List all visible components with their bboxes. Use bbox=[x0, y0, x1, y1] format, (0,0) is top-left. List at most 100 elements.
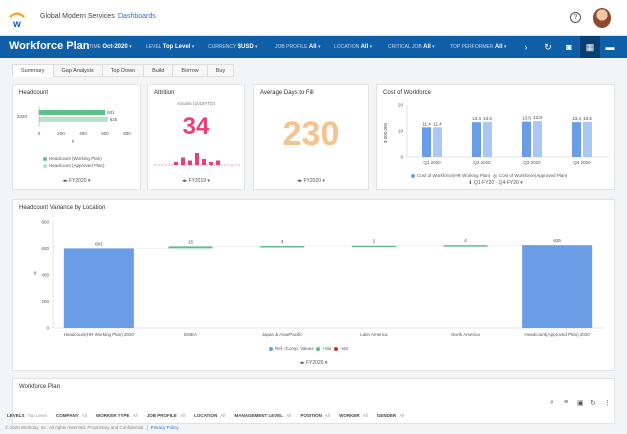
headcount-legend-approved: Headcount (Approved Plan) bbox=[43, 163, 105, 168]
cost-bar-value: 13.6 bbox=[522, 116, 531, 121]
variance-ytick-label: 600 bbox=[41, 246, 49, 251]
save-icon[interactable]: ▣ bbox=[577, 400, 584, 407]
attrition-period-selector[interactable]: ◂▸ FY2019 ▾ bbox=[182, 178, 210, 184]
search-icon[interactable]: ⌕ bbox=[550, 399, 554, 406]
cost-bar-value: 13.4 bbox=[572, 116, 581, 121]
dashboards-link[interactable]: Dashboards bbox=[118, 13, 156, 20]
filter-worker-type[interactable]: WORKER TYPE All bbox=[96, 413, 138, 418]
attrition-sparkline bbox=[154, 153, 240, 166]
headcount-approved-bar bbox=[39, 117, 108, 122]
top-performer-filter[interactable]: TOP PERFORMER All ▾ bbox=[450, 44, 507, 50]
variance-legend: Ref. /Comp. Values +Var -Var bbox=[269, 346, 348, 351]
workforce-plan-filters: LEVELS Top Level COMPANY All WORKER TYPE Al… bbox=[7, 413, 412, 418]
filter-location[interactable]: LOCATION All bbox=[194, 413, 226, 418]
attrition-title: Attrition bbox=[154, 90, 175, 96]
page-footer: © 2020 Workday, Inc. All rights reserved… bbox=[5, 425, 179, 430]
folder-icon[interactable]: ▬ bbox=[605, 42, 615, 52]
headcount-title: Headcount bbox=[19, 90, 49, 96]
days-to-fill-period-selector[interactable]: ◂▸ FY2020 ▾ bbox=[297, 178, 325, 184]
copyright-text: © 2020 Workday, Inc. All rights reserved… bbox=[5, 425, 145, 430]
dashboard-nav-bar: Workforce Plan TIME Oct-2020 ▾ LEVEL Top… bbox=[0, 36, 627, 58]
top-bar: w Global Modern Services Dashboards ? bbox=[0, 0, 627, 36]
variance-bar bbox=[443, 245, 488, 247]
headcount-period-selector[interactable]: ◂▸ FY2020 ▾ bbox=[62, 178, 91, 184]
critical-job-filter[interactable]: CRITICAL JOB All ▾ bbox=[388, 44, 435, 50]
cost-category-label: Q4 2020 bbox=[573, 160, 591, 165]
currency-filter[interactable]: CURRENCY $USD ▾ bbox=[208, 44, 258, 50]
headcount-tick-label: 800 bbox=[123, 131, 131, 136]
filter-job-profile[interactable]: JOB PROFILE All bbox=[146, 413, 185, 418]
variance-bar-value: 3 bbox=[281, 239, 284, 244]
cost-bar-value: 13.5 bbox=[483, 116, 492, 121]
attrition-bar bbox=[181, 157, 185, 165]
cost-bar-value: 13.5 bbox=[583, 116, 592, 121]
variance-period-selector[interactable]: ◂▸ FY2020 ▾ bbox=[299, 360, 328, 366]
variance-bar-value: 625 bbox=[553, 238, 561, 243]
cost-ylabel: $ 000,000 bbox=[383, 122, 388, 143]
headcount-tick-label: 600 bbox=[101, 131, 109, 136]
filter-position[interactable]: POSITION All bbox=[300, 413, 330, 418]
more-options-icon[interactable]: ⋮ bbox=[604, 400, 611, 407]
camera-icon[interactable]: ◙ bbox=[566, 42, 572, 52]
filter-icon[interactable]: ≡ bbox=[564, 399, 569, 406]
cost-ytick-label: 10 bbox=[398, 129, 404, 134]
cost-bar bbox=[583, 121, 592, 157]
cost-bar bbox=[533, 121, 542, 157]
cost-bar bbox=[472, 122, 481, 157]
variance-category-label: North America bbox=[451, 332, 480, 337]
variance-category-label: Headcount(HR Working Plan) 2020 bbox=[64, 332, 135, 337]
help-icon[interactable]: ? bbox=[570, 12, 581, 23]
variance-bar-value: 15 bbox=[188, 239, 194, 244]
cost-legend: Cost of Workforce(HR Working Plan) Cost … bbox=[411, 173, 567, 178]
headcount-tick-label: 400 bbox=[79, 131, 87, 136]
headcount-chart: 2020 601 625 0 200 400 600 800 # bbox=[17, 106, 131, 144]
tab-buy[interactable]: Buy bbox=[206, 64, 235, 77]
attrition-card: Attrition Actuals (2019YTD) 34 ◂▸ FY2019… bbox=[147, 84, 245, 190]
attrition-bar bbox=[202, 159, 206, 165]
filter-gender[interactable]: GENDER All bbox=[376, 413, 405, 418]
headcount-tick-label: 0 bbox=[38, 131, 41, 136]
workforce-plan-title: Workforce Plan bbox=[19, 384, 60, 390]
filter-management-level[interactable]: MANAGEMENT LEVEL All bbox=[234, 413, 292, 418]
headcount-legend-working: Headcount (Working Plan) bbox=[43, 156, 102, 161]
privacy-policy-link[interactable]: Privacy Policy bbox=[150, 425, 179, 430]
variance-bar bbox=[351, 245, 396, 248]
tab-summary[interactable]: Summary bbox=[12, 64, 54, 77]
tab-top-down[interactable]: Top Down bbox=[101, 64, 145, 77]
level-filter[interactable]: LEVEL Top Level ▾ bbox=[146, 44, 195, 50]
filter-company[interactable]: COMPANY All bbox=[56, 413, 87, 418]
tab-gap-analysis[interactable]: Gap Analysis bbox=[52, 64, 103, 77]
cost-period-selector[interactable]: ⬇ Q1-FY20 - Q4-FY20 ▾ bbox=[468, 180, 523, 186]
cost-category-label: Q3 2020 bbox=[523, 160, 541, 165]
workday-logo-icon: w bbox=[9, 12, 25, 28]
days-to-fill-value: 230 bbox=[282, 115, 340, 153]
avatar[interactable] bbox=[593, 8, 611, 28]
grid-view-icon[interactable]: ▦ bbox=[580, 36, 600, 58]
cost-bar bbox=[483, 121, 492, 157]
page-title: Workforce Plan bbox=[9, 40, 90, 52]
cost-of-workforce-card: Cost of Workforce $ 000,000 20 10 0 11.4 11.4… bbox=[376, 84, 615, 190]
tab-borrow[interactable]: Borrow bbox=[172, 64, 208, 77]
svg-text:w: w bbox=[12, 19, 21, 28]
tab-bar: Summary Gap Analysis Top Down Build Borr… bbox=[12, 64, 235, 77]
variance-card: Headcount Variance by Location #800 600 40… bbox=[12, 199, 615, 371]
company-name: Global Modern Services bbox=[40, 13, 115, 20]
time-filter[interactable]: TIME Oct-2020 ▾ bbox=[89, 44, 132, 50]
refresh-icon[interactable]: ↻ bbox=[544, 42, 552, 52]
variance-bar bbox=[168, 246, 213, 249]
cost-title: Cost of Workforce bbox=[383, 90, 431, 96]
tab-build[interactable]: Build bbox=[143, 64, 174, 77]
location-filter[interactable]: LOCATION All ▾ bbox=[334, 44, 373, 50]
refresh-icon[interactable]: ↻ bbox=[590, 400, 596, 407]
variance-ytick-label: 800 bbox=[41, 220, 49, 225]
chevron-right-icon[interactable]: › bbox=[524, 42, 528, 52]
cost-bar bbox=[522, 121, 531, 157]
filter-worker[interactable]: WORKER All bbox=[339, 413, 368, 418]
job-profile-filter[interactable]: JOB PROFILE All ▾ bbox=[275, 44, 321, 50]
cost-ytick-label: 0 bbox=[400, 155, 403, 160]
attrition-value: 34 bbox=[182, 113, 210, 140]
variance-category-label: Japan & Asia/Pacific bbox=[262, 332, 304, 337]
filter-levels[interactable]: LEVELS Top Level bbox=[7, 413, 47, 418]
headcount-working-bar bbox=[39, 110, 106, 115]
cost-category-label: Q1 2020 bbox=[423, 160, 441, 165]
